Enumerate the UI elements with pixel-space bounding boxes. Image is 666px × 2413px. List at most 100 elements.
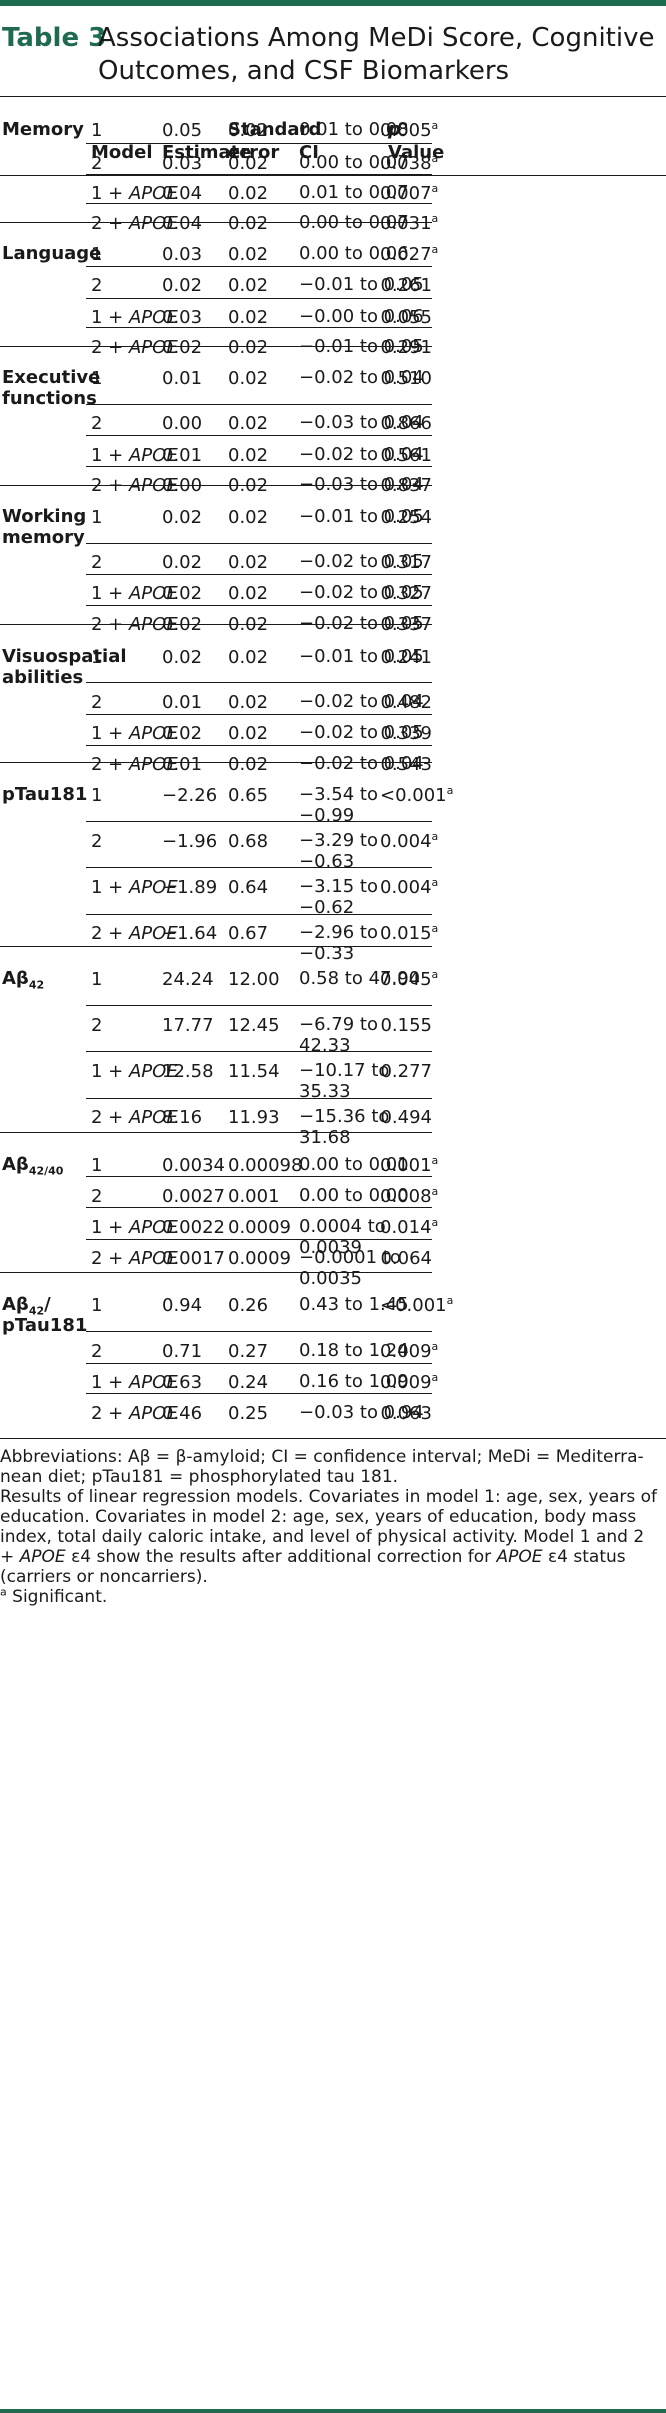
estimate-cell: 0.0017 [162,1248,225,1269]
footnote-significant: a Significant. [0,1585,108,1607]
estimate-cell: 0.02 [162,507,203,528]
model-apoe: APOE [128,1248,178,1269]
model-number: 2 [91,552,103,573]
ci-line1: −15.36 to [299,1106,390,1127]
estimate-cell: 0.03 [162,153,203,174]
row-rule [86,1363,432,1364]
ci-line1: −0.02 to 0.05 [299,613,424,634]
estimate-cell: 0.04 [162,213,203,234]
model-cell: 1 + APOE [91,306,178,329]
footnote-results-line1: Results of linear regression models. Cov… [0,1487,658,1507]
ci-line1: 0.00 to 0.06 [299,243,409,264]
p-value-cell: 0.866 [380,412,432,435]
ci-line1: 0.01 to 0.07 [299,182,409,203]
estimate-cell: 8.16 [162,1107,203,1128]
p-value-cell: 0.510 [380,367,432,390]
se-cell: 0.27 [228,1341,269,1362]
row-rule [86,867,432,868]
ci-cell: 0.01 to 0.08 [299,119,409,140]
ci-line2: 0.0039 [299,1237,362,1258]
ci-line1: −0.02 to 0.05 [299,551,424,572]
model-apoe: APOE [128,337,178,358]
ci-line1: −0.03 to 0.04 [299,474,424,495]
estimate-cell: 0.0022 [162,1217,225,1238]
row-rule [86,435,432,436]
se-cell: 0.02 [228,120,269,141]
p-value: 0.291 [380,337,432,358]
ci-line1: −0.03 to 0.94 [299,1402,424,1423]
significance-mark: a [431,876,439,889]
model-cell: 1 [91,784,102,807]
se-cell: 0.02 [228,445,269,466]
model-apoe: APOE [128,877,178,898]
significance-mark: a [431,968,439,981]
model-cell: 1 [91,646,102,669]
model-number: 1 + [91,877,129,898]
model-cell: 1 [91,367,102,390]
model-number: 1 + [91,723,129,744]
model-cell: 2 [91,830,102,853]
significance-mark: a [431,1216,439,1229]
model-number: 2 [91,1015,103,1036]
group-label-line1: Memory [2,119,84,140]
p-value-cell: <0.001a [380,784,453,807]
p-value-cell: 0.064 [380,1247,432,1270]
estimate-cell: 0.02 [162,647,203,668]
model-number: 2 [91,1186,103,1207]
group-rule [0,946,432,947]
p-value-cell: 0.482 [380,691,432,714]
p-value: 0.008 [380,1186,432,1207]
ci-cell: −2.96 to −0.33 [299,922,389,964]
model-number: 2 [91,692,103,713]
estimate-cell: 0.01 [162,368,203,389]
group-label-line2: pTau181 [2,1315,88,1336]
group-label: Aβ42/40 [2,1154,84,1177]
ci-line1: 0.16 to 1.09 [299,1371,409,1392]
ci-cell: 0.0004 to 0.0039 [299,1216,389,1258]
model-number: 2 + [91,1403,129,1424]
model-number: 2 + [91,1248,129,1269]
p-value-cell: 0.155 [380,1014,432,1037]
se-cell: 0.001 [228,1186,280,1207]
row-rule [86,682,432,683]
model-number: 2 + [91,213,129,234]
model-number: 2 [91,275,103,296]
se-cell: 0.25 [228,1403,269,1424]
model-cell: 2 + APOE [91,1247,178,1270]
ci-line1: −10.17 to [299,1060,390,1081]
model-cell: 2 + APOE [91,1106,178,1129]
p-value: 0.027 [380,244,432,265]
model-apoe: APOE [128,1061,178,1082]
group-label: Memory [2,119,84,140]
ci-cell: 0.43 to 1.45 [299,1294,409,1315]
model-number: 1 [91,507,103,528]
estimate-cell: 0.01 [162,754,203,775]
se-cell: 0.02 [228,507,269,528]
significance-mark: a [431,830,439,843]
p-value: 0.009 [380,1341,432,1362]
p-value: 0.241 [380,647,432,668]
significance-mark: a [431,119,439,132]
p-value: 0.014 [380,1217,432,1238]
ci-cell: −0.00 to 0.06 [299,306,424,327]
group-label-subscript: 42 [28,978,45,992]
row-rule [86,1051,432,1052]
model-apoe: APOE [128,307,178,328]
significance-mark: a [431,182,439,195]
group-label-line2: functions [2,388,97,409]
group-label: Visuospatial abilities [2,646,127,688]
table-label: Table 3 [2,23,107,53]
ci-line1: −0.01 to 0.05 [299,646,424,667]
header-model: Model [91,142,153,163]
ci-cell: −0.02 to 0.05 [299,722,424,743]
estimate-cell: 0.03 [162,244,203,265]
group-label-line1: Aβ [2,1294,29,1315]
group-rule [0,485,432,486]
model-number: 2 [91,153,103,174]
ci-cell: −0.02 to 0.05 [299,551,424,572]
ci-line1: −0.02 to 0.04 [299,444,424,465]
ci-cell: 0.18 to 1.24 [299,1340,409,1361]
significance-mark: a [431,1185,439,1198]
p-value: 0.561 [380,445,432,466]
se-cell: 0.02 [228,723,269,744]
